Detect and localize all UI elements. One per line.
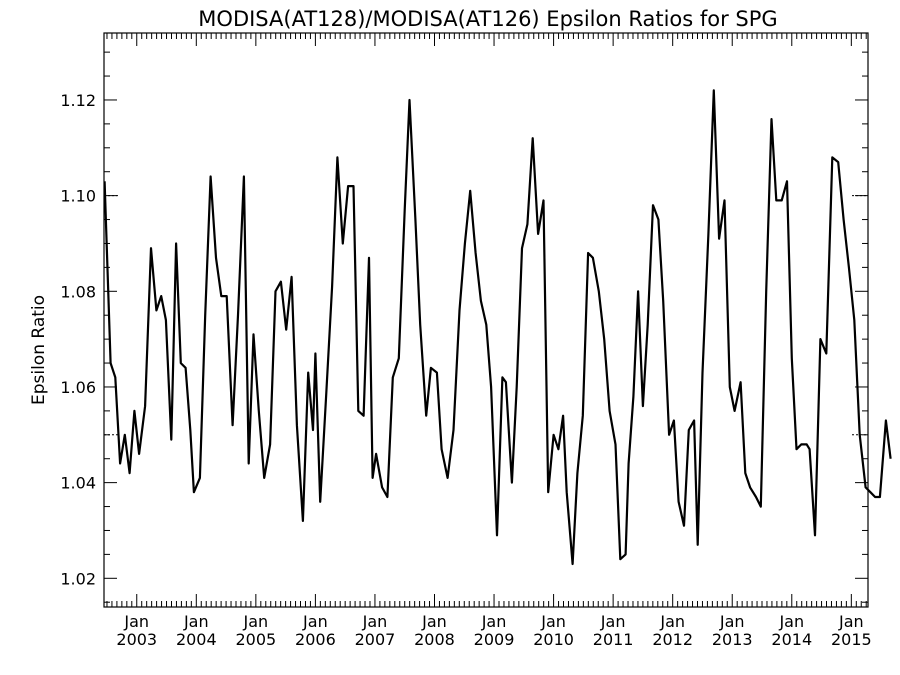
- x-tick-year-label: 2012: [652, 630, 693, 649]
- x-tick-month-label: Jan: [362, 612, 388, 631]
- x-tick-year-label: 2005: [235, 630, 276, 649]
- y-axis: 1.02 1.04 1.06 1.08 1.10 1.12: [60, 51, 868, 603]
- x-tick-year-label: 2003: [116, 630, 157, 649]
- x-tick-month-label: Jan: [719, 612, 745, 631]
- x-tick-month-label: Jan: [540, 612, 566, 631]
- x-tick-month-label: Jan: [421, 612, 447, 631]
- x-tick-year-label: 2011: [593, 630, 634, 649]
- y-tick-label: 1.08: [60, 282, 96, 301]
- y-tick-label: 1.02: [60, 569, 96, 588]
- x-tick-year-label: 2014: [771, 630, 812, 649]
- y-tick-label: 1.04: [60, 474, 96, 493]
- x-tick-month-label: Jan: [123, 612, 149, 631]
- x-tick-month-label: Jan: [659, 612, 685, 631]
- x-tick-year-label: 2009: [474, 630, 515, 649]
- x-tick-month-label: Jan: [778, 612, 804, 631]
- x-tick-month-label: Jan: [183, 612, 209, 631]
- x-tick-year-label: 2008: [414, 630, 455, 649]
- x-tick-month-label: Jan: [302, 612, 328, 631]
- x-tick-year-label: 2015: [831, 630, 872, 649]
- x-tick-month-label: Jan: [838, 612, 864, 631]
- reference-lines: [104, 195, 868, 436]
- x-tick-year-label: 2004: [176, 630, 217, 649]
- y-tick-label: 1.06: [60, 378, 96, 397]
- chart-title: MODISA(AT128)/MODISA(AT126) Epsilon Rati…: [198, 7, 777, 31]
- x-tick-month-label: Jan: [243, 612, 269, 631]
- plot-frame: [103, 32, 869, 608]
- x-tick-year-label: 2013: [712, 630, 753, 649]
- x-tick-month-label: Jan: [600, 612, 626, 631]
- y-tick-label: 1.10: [60, 187, 96, 206]
- x-tick-year-label: 2006: [295, 630, 336, 649]
- x-tick-year-label: 2010: [533, 630, 574, 649]
- x-axis: Jan2003Jan2004Jan2005Jan2006Jan2007Jan20…: [106, 33, 872, 649]
- x-tick-month-label: Jan: [481, 612, 507, 631]
- series-line: [103, 89, 892, 566]
- x-tick-year-label: 2007: [355, 630, 396, 649]
- y-axis-label: Epsilon Ratio: [29, 295, 49, 405]
- y-tick-label: 1.12: [60, 91, 96, 110]
